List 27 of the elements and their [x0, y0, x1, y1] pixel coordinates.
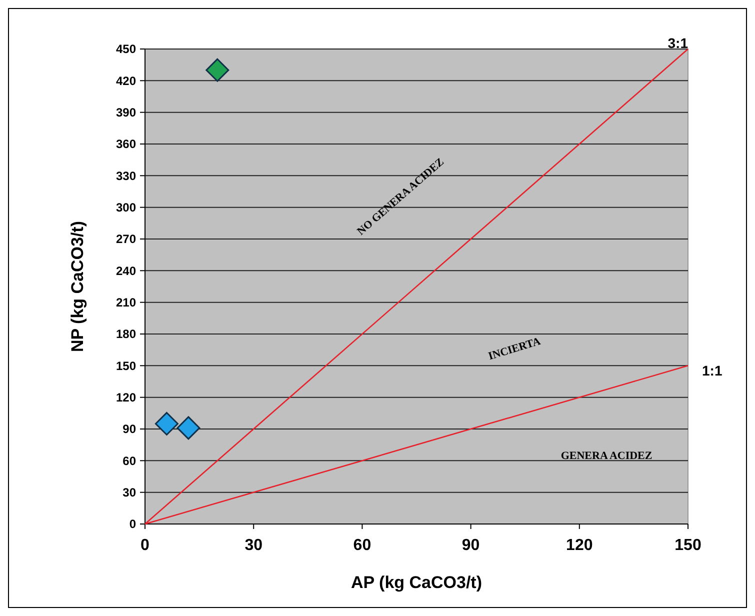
y-tick-label: 180 [116, 327, 136, 342]
y-tick-label: 420 [116, 74, 136, 88]
y-tick-label: 240 [116, 264, 136, 278]
y-tick-label: 210 [116, 296, 136, 310]
x-tick-label: 60 [353, 537, 372, 554]
y-tick-label: 60 [122, 454, 136, 468]
x-tick-label: 0 [140, 537, 150, 554]
y-tick-label: 450 [116, 42, 136, 56]
annotation: 1:1 [702, 362, 722, 379]
y-tick-label: 30 [122, 486, 136, 500]
annotation: GENERA ACIDEZ [560, 450, 652, 462]
y-tick-label: 300 [116, 200, 136, 215]
x-tick-label: 150 [674, 537, 702, 554]
y-tick-label: 0 [129, 517, 136, 532]
y-tick-label: 90 [122, 422, 136, 436]
y-tick-label: 120 [116, 390, 136, 405]
y-axis-title: NP (kg CaCO3/t) [68, 221, 87, 352]
y-tick-label: 330 [116, 168, 136, 183]
y-tick-label: 390 [116, 106, 136, 120]
annotation: 3:1 [668, 34, 688, 51]
y-tick-label: 150 [116, 358, 136, 373]
x-axis-title: AP (kg CaCO3/t) [351, 573, 482, 592]
y-tick-label: 360 [116, 137, 136, 152]
x-tick-label: 90 [462, 537, 480, 554]
x-tick-label: 30 [244, 537, 263, 554]
x-tick-label: 120 [566, 537, 593, 554]
y-tick-label: 270 [116, 232, 136, 246]
